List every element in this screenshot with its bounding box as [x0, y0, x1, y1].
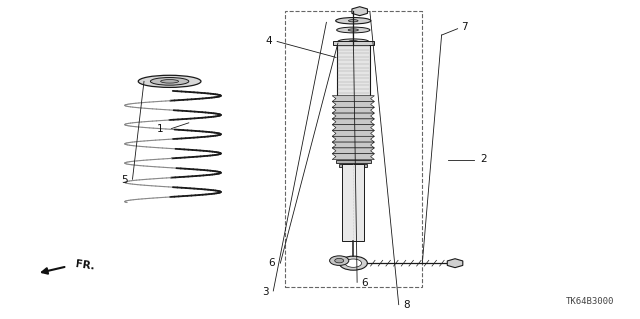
Polygon shape: [447, 259, 463, 268]
Ellipse shape: [150, 78, 189, 85]
Bar: [285, 11, 422, 287]
Polygon shape: [332, 96, 374, 101]
Polygon shape: [332, 154, 374, 160]
Bar: [339, 164, 367, 167]
Circle shape: [339, 256, 367, 270]
Ellipse shape: [336, 18, 371, 24]
Ellipse shape: [349, 41, 358, 42]
Polygon shape: [332, 142, 374, 148]
Bar: [333, 41, 374, 45]
Text: FR.: FR.: [75, 259, 95, 272]
Text: 1: 1: [157, 124, 163, 134]
Polygon shape: [332, 107, 374, 113]
Circle shape: [345, 259, 362, 267]
Ellipse shape: [337, 27, 370, 33]
Polygon shape: [332, 130, 374, 136]
Bar: [337, 45, 370, 96]
Ellipse shape: [348, 29, 358, 31]
Polygon shape: [332, 148, 374, 154]
Polygon shape: [332, 101, 374, 107]
Text: TK64B3000: TK64B3000: [566, 297, 614, 306]
Text: 8: 8: [403, 300, 410, 310]
Text: 6: 6: [269, 258, 275, 268]
Text: 3: 3: [262, 287, 269, 297]
Polygon shape: [332, 125, 374, 130]
Text: 5: 5: [122, 175, 128, 185]
Ellipse shape: [161, 80, 179, 83]
Text: 6: 6: [362, 278, 368, 288]
Bar: [342, 164, 364, 241]
Polygon shape: [332, 113, 374, 119]
Text: 2: 2: [480, 154, 486, 165]
Bar: [336, 160, 371, 163]
Ellipse shape: [349, 20, 358, 22]
Ellipse shape: [338, 39, 369, 44]
Text: 7: 7: [461, 22, 467, 32]
Ellipse shape: [138, 75, 201, 87]
Circle shape: [335, 258, 344, 263]
Polygon shape: [352, 7, 367, 16]
Text: 4: 4: [266, 36, 272, 47]
Polygon shape: [332, 119, 374, 125]
Polygon shape: [332, 136, 374, 142]
Circle shape: [330, 256, 349, 265]
